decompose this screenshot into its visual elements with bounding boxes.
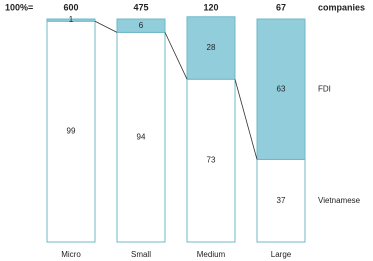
totals-label: 100%= <box>5 2 33 12</box>
bar-segment <box>46 20 96 243</box>
data-label: 99 <box>67 127 76 136</box>
data-label: 37 <box>277 196 286 205</box>
data-label: 63 <box>277 84 286 93</box>
x-tick-label: Medium <box>197 250 226 259</box>
bar-segment <box>256 158 306 243</box>
x-tick-label: Micro <box>61 250 81 259</box>
x-tick-label: Large <box>271 250 292 259</box>
data-label: 28 <box>207 43 216 52</box>
legend-label: Vietnamese <box>318 196 361 205</box>
bar-segment <box>256 18 306 160</box>
bar-segment <box>186 16 236 80</box>
total-label: 475 <box>133 2 148 12</box>
connector <box>234 79 258 160</box>
connector <box>94 20 118 33</box>
data-label: 94 <box>137 132 146 141</box>
bar-segment <box>186 78 236 243</box>
legend-label: FDI <box>318 84 331 93</box>
totals-unit: companies <box>318 2 365 12</box>
connector <box>164 32 188 80</box>
x-tick-label: Small <box>131 250 151 259</box>
total-label: 600 <box>63 2 78 12</box>
total-label: 120 <box>203 2 218 12</box>
data-label: 6 <box>139 21 144 30</box>
bar-segment <box>116 18 166 33</box>
data-label: 1 <box>69 15 74 24</box>
bar-segment <box>116 31 166 243</box>
bar-segment <box>46 18 96 22</box>
data-label: 73 <box>207 156 216 165</box>
total-label: 67 <box>276 2 286 12</box>
